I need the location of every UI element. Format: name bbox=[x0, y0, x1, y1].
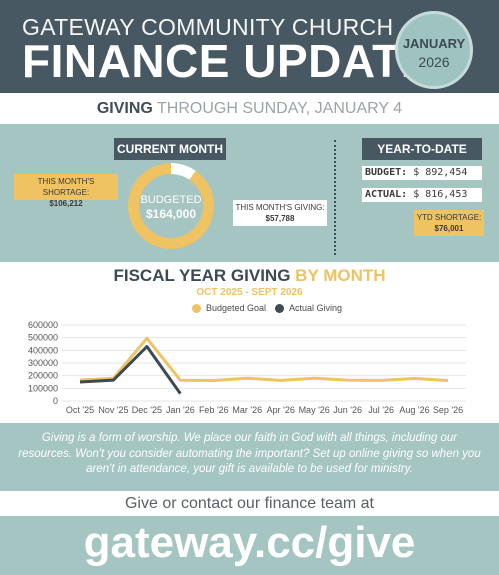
month-giving-callout: THIS MONTH'S GIVING: $57,788 bbox=[233, 200, 327, 226]
current-month-tab: CURRENT MONTH bbox=[114, 138, 226, 160]
y-tick-label: 300000 bbox=[28, 358, 58, 368]
y-tick-label: 100000 bbox=[28, 383, 58, 393]
donut-label: BUDGETED bbox=[140, 194, 202, 206]
donut-hole bbox=[139, 174, 203, 238]
giving-line-chart: 600000 500000 400000 300000 200000 100000 0 Oct… bbox=[28, 320, 466, 415]
chart-title-main: FISCAL YEAR GIVING bbox=[113, 266, 291, 285]
give-url-link[interactable]: gateway.cc/give bbox=[83, 518, 416, 567]
ytd-tab: YEAR-TO-DATE bbox=[362, 138, 482, 160]
month-shortage-callout: THIS MONTH'S SHORTAGE: $106,212 bbox=[14, 174, 118, 208]
ytd-shortage-value: $76,001 bbox=[434, 224, 464, 233]
x-tick-label: Sep '26 bbox=[433, 405, 463, 415]
budget-donut-chart: BUDGETED $164,000 bbox=[128, 163, 214, 249]
contact-cta: Give or contact our finance team at bbox=[124, 495, 374, 512]
legend-actual-label: Actual Giving bbox=[289, 303, 343, 313]
legend-actual-swatch bbox=[275, 303, 284, 313]
x-tick-label: Oct '25 bbox=[66, 405, 94, 415]
chart-subtitle: OCT 2025 - SEPT 2026 bbox=[196, 287, 303, 298]
month-shortage-label: THIS MONTH'S SHORTAGE: bbox=[37, 177, 95, 197]
y-tick-label: 0 bbox=[53, 396, 58, 406]
x-tick-label: Jun '26 bbox=[333, 405, 362, 415]
ytd-budget-row: BUDGET: $ 892,454 bbox=[362, 166, 482, 180]
subheader-rest: THROUGH SUNDAY, JANUARY 4 bbox=[157, 100, 403, 117]
badge-year: 2026 bbox=[418, 54, 450, 70]
y-tick-label: 500000 bbox=[28, 333, 58, 343]
y-tick-label: 400000 bbox=[28, 345, 58, 355]
section-divider bbox=[334, 140, 336, 255]
series-line-actual bbox=[79, 345, 182, 395]
legend-budgeted-swatch bbox=[192, 303, 201, 313]
x-tick-label: Jul '26 bbox=[368, 405, 394, 415]
ytd-shortage-label: YTD SHORTAGE: bbox=[416, 213, 482, 222]
month-badge: JANUARY 2026 bbox=[395, 11, 473, 89]
x-tick-label: Feb '26 bbox=[199, 405, 229, 415]
badge-month: JANUARY bbox=[402, 36, 466, 51]
series-line-budgeted bbox=[79, 336, 449, 382]
month-giving-value: $57,788 bbox=[265, 214, 295, 223]
ytd-budget-value: $ 892,454 bbox=[413, 167, 468, 178]
y-tick-label: 200000 bbox=[28, 371, 58, 381]
x-tick-label: Apr '26 bbox=[267, 405, 295, 415]
ytd-actual-row: ACTUAL: $ 816,453 bbox=[362, 188, 482, 202]
donut-value: $164,000 bbox=[145, 207, 197, 221]
page-title: FINANCE UPDATE bbox=[22, 35, 432, 87]
legend-actual: Actual Giving bbox=[275, 303, 342, 313]
x-tick-label: May '26 bbox=[299, 405, 330, 415]
quote-band: Giving is a form of worship. We place ou… bbox=[0, 423, 499, 491]
month-giving-label: THIS MONTH'S GIVING: bbox=[235, 203, 325, 212]
legend-budgeted-label: Budgeted Goal bbox=[206, 303, 267, 313]
x-tick-label: Mar '26 bbox=[232, 405, 262, 415]
church-name: GATEWAY COMMUNITY CHURCH bbox=[22, 14, 394, 40]
x-tick-label: Dec '25 bbox=[132, 405, 162, 415]
chart-title: FISCAL YEAR GIVING BY MONTH bbox=[0, 266, 499, 286]
ytd-budget-label: BUDGET: bbox=[365, 167, 408, 178]
x-tick-label: Jan '26 bbox=[166, 405, 195, 415]
ytd-actual-label: ACTUAL: bbox=[365, 189, 408, 200]
subheader-bold: GIVING bbox=[96, 100, 153, 117]
url-band[interactable]: gateway.cc/give bbox=[0, 516, 499, 575]
legend-budgeted: Budgeted Goal bbox=[192, 303, 266, 313]
ytd-actual-value: $ 816,453 bbox=[413, 189, 468, 200]
x-tick-label: Nov '25 bbox=[98, 405, 128, 415]
y-tick-label: 600000 bbox=[28, 320, 58, 330]
x-tick-label: Aug '26 bbox=[399, 405, 429, 415]
header-banner: GATEWAY COMMUNITY CHURCH FINANCE UPDATE … bbox=[0, 0, 499, 93]
chart-title-accent: BY MONTH bbox=[295, 266, 386, 285]
month-shortage-value: $106,212 bbox=[49, 199, 83, 208]
ytd-shortage-callout: YTD SHORTAGE: $76,001 bbox=[414, 210, 484, 236]
giving-period-subheader: GIVING THROUGH SUNDAY, JANUARY 4 bbox=[0, 97, 499, 121]
giving-quote: Giving is a form of worship. We place ou… bbox=[18, 432, 481, 475]
